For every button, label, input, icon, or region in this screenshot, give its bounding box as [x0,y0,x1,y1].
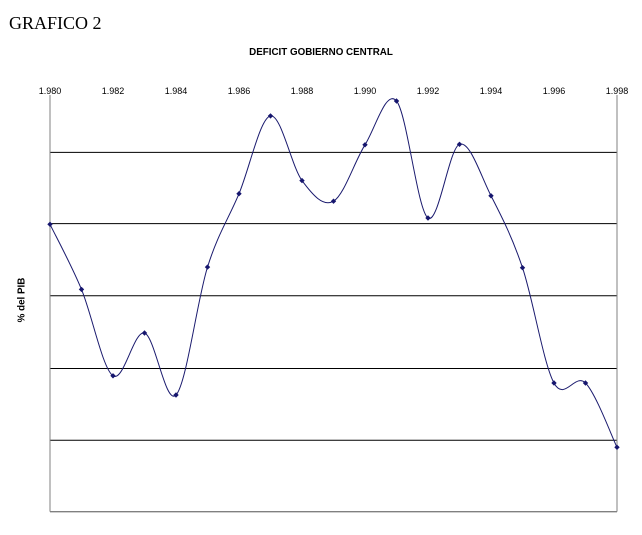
svg-text:1.998: 1.998 [606,86,629,96]
svg-text:1.996: 1.996 [543,86,566,96]
svg-text:1.990: 1.990 [354,86,377,96]
svg-text:1.984: 1.984 [165,86,188,96]
svg-text:1.994: 1.994 [480,86,503,96]
svg-text:1.988: 1.988 [291,86,314,96]
svg-text:1.992: 1.992 [417,86,440,96]
svg-text:1.982: 1.982 [102,86,125,96]
svg-text:1.986: 1.986 [228,86,251,96]
svg-text:1.980: 1.980 [39,86,62,96]
